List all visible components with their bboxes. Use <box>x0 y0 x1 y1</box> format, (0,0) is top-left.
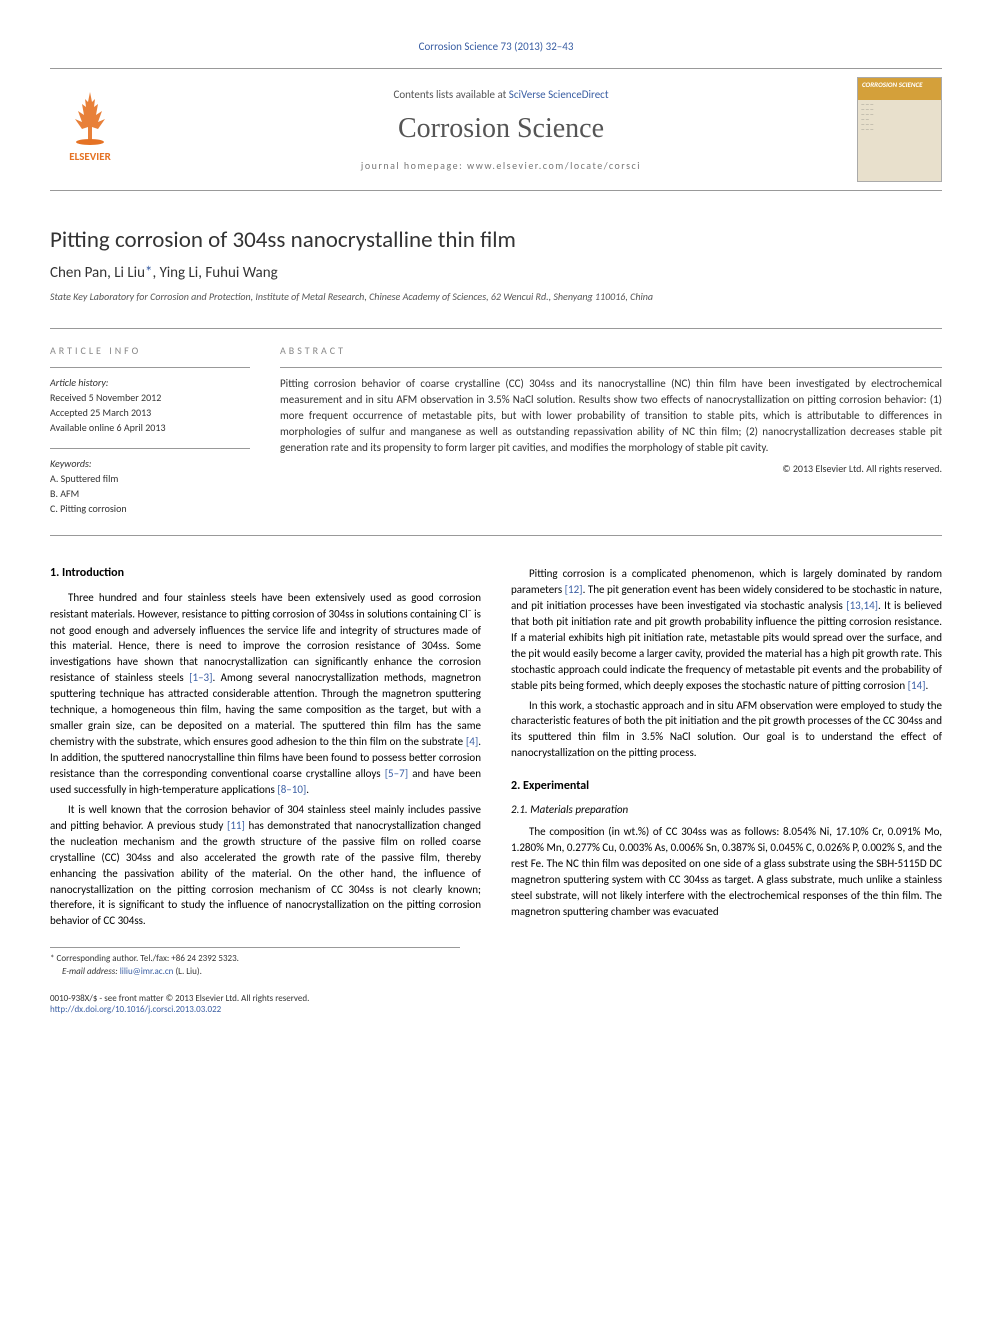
journal-reference: Corrosion Science 73 (2013) 32–43 <box>50 40 942 53</box>
ref-1-3[interactable]: [1–3] <box>189 671 212 684</box>
authors-part1: Chen Pan, Li Liu <box>50 264 145 282</box>
corresponding-footnote: * Corresponding author. Tel./fax: +86 24… <box>50 953 460 966</box>
intro-p4: In this work, a stochastic approach and … <box>511 698 942 762</box>
keyword-1: A. Sputtered film <box>50 472 250 485</box>
abstract-text: Pitting corrosion behavior of coarse cry… <box>280 376 942 456</box>
p3c: . It is believed that both pit initiatio… <box>511 599 942 692</box>
abstract-copyright: © 2013 Elsevier Ltd. All rights reserved… <box>280 462 942 475</box>
homepage-url: www.elsevier.com/locate/corsci <box>467 159 641 172</box>
keyword-2: B. AFM <box>50 487 250 500</box>
elsevier-logo: ELSEVIER <box>50 87 130 172</box>
received-line: Received 5 November 2012 <box>50 391 250 404</box>
intro-p3: Pitting corrosion is a complicated pheno… <box>511 566 942 694</box>
authors: Chen Pan, Li Liu*, Ying Li, Fuhui Wang <box>50 264 942 282</box>
accepted-line: Accepted 25 March 2013 <box>50 406 250 419</box>
ref-5-7[interactable]: [5–7] <box>385 767 408 780</box>
abstract-header: ABSTRACT <box>280 344 942 357</box>
contents-available-line: Contents lists available at SciVerse Sci… <box>145 88 857 101</box>
history-label: Article history: <box>50 376 250 389</box>
footnote-corr: Corresponding author. Tel./fax: +86 24 2… <box>54 953 238 964</box>
keywords-label: Keywords: <box>50 457 250 470</box>
info-abstract-block: ARTICLE INFO Article history: Received 5… <box>50 328 942 536</box>
journal-homepage: journal homepage: www.elsevier.com/locat… <box>145 159 857 172</box>
authors-part2: , Ying Li, Fuhui Wang <box>153 264 278 282</box>
masthead: ELSEVIER Contents lists available at Sci… <box>50 68 942 191</box>
doi-link[interactable]: http://dx.doi.org/10.1016/j.corsci.2013.… <box>50 1004 221 1015</box>
ref-13-14[interactable]: [13,14] <box>846 599 878 612</box>
email-link[interactable]: liliu@imr.ac.cn <box>120 966 174 977</box>
materials-p1: The composition (in wt.%) of CC 304ss wa… <box>511 824 942 920</box>
ref-12[interactable]: [12] <box>565 583 583 596</box>
p1f: . <box>306 783 309 796</box>
article-title: Pitting corrosion of 304ss nanocrystalli… <box>50 226 942 254</box>
contents-prefix: Contents lists available at <box>393 88 508 101</box>
article-info-header: ARTICLE INFO <box>50 344 250 357</box>
ref-8-10[interactable]: [8–10] <box>277 783 306 796</box>
abstract-block: ABSTRACT Pitting corrosion behavior of c… <box>280 344 942 517</box>
intro-header: 1. Introduction <box>50 566 481 580</box>
p3d: . <box>926 679 929 692</box>
email-label: E-mail address: <box>62 966 120 977</box>
email-suffix: (L. Liu). <box>173 966 201 977</box>
masthead-center: Contents lists available at SciVerse Sci… <box>145 88 857 172</box>
article-info: ARTICLE INFO Article history: Received 5… <box>50 344 250 517</box>
ref-4[interactable]: [4] <box>466 735 478 748</box>
cover-thumbnail: CORROSION SCIENCE — — —— — —— — —— —— — … <box>857 77 942 182</box>
ref-11[interactable]: [11] <box>227 819 245 832</box>
materials-header: 2.1. Materials preparation <box>511 803 942 816</box>
online-line: Available online 6 April 2013 <box>50 421 250 434</box>
intro-p2: It is well known that the corrosion beha… <box>50 802 481 930</box>
elsevier-tree-icon <box>60 87 120 147</box>
abstract-divider <box>280 367 942 368</box>
affiliation: State Key Laboratory for Corrosion and P… <box>50 290 942 303</box>
email-footnote: E-mail address: liliu@imr.ac.cn (L. Liu)… <box>50 966 460 979</box>
keyword-3: C. Pitting corrosion <box>50 502 250 515</box>
footer-block: 0010-938X/$ - see front matter © 2013 El… <box>50 993 942 1015</box>
p1a: Three hundred and four stainless steels … <box>50 591 481 621</box>
info-divider <box>50 367 250 368</box>
footnote-block: * Corresponding author. Tel./fax: +86 24… <box>50 947 460 978</box>
elsevier-text: ELSEVIER <box>69 150 111 163</box>
info-divider-2 <box>50 448 250 449</box>
ref-14[interactable]: [14] <box>908 679 926 692</box>
cover-title: CORROSION SCIENCE <box>858 78 941 100</box>
doi-line: http://dx.doi.org/10.1016/j.corsci.2013.… <box>50 1004 942 1015</box>
cover-body: — — —— — —— — —— —— — —— — — <box>858 100 941 136</box>
body-columns: 1. Introduction Three hundred and four s… <box>50 566 942 929</box>
issn-line: 0010-938X/$ - see front matter © 2013 El… <box>50 993 942 1004</box>
homepage-prefix: journal homepage: <box>361 159 467 172</box>
scidirect-link[interactable]: SciVerse ScienceDirect <box>509 88 609 101</box>
journal-name: Corrosion Science <box>145 113 857 145</box>
corresponding-mark: * <box>145 264 152 282</box>
exp-header: 2. Experimental <box>511 779 942 793</box>
intro-p1: Three hundred and four stainless steels … <box>50 590 481 798</box>
